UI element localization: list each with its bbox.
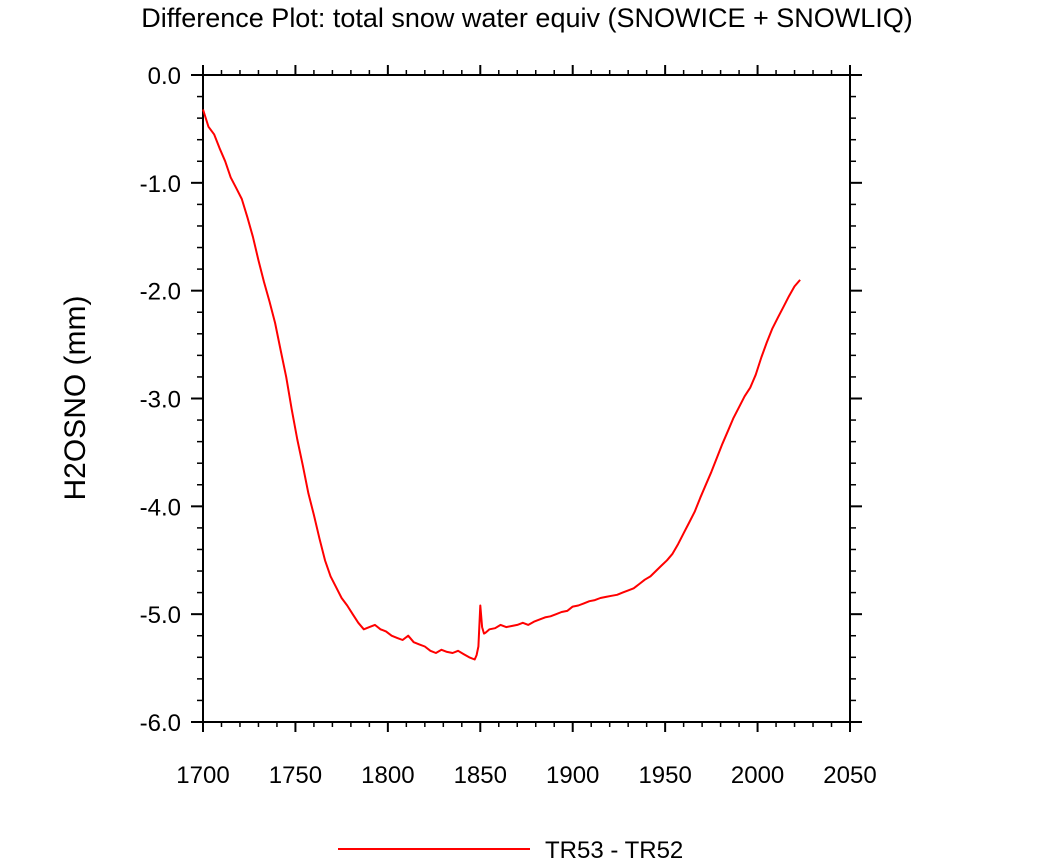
x-tick-label: 1700 (176, 762, 229, 789)
y-tick-label: -1.0 (140, 171, 181, 198)
y-tick-label: 0.0 (148, 63, 181, 90)
legend-label-tr53-tr52: TR53 - TR52 (545, 837, 683, 861)
x-tick-label: 1800 (361, 762, 414, 789)
chart-title: Difference Plot: total snow water equiv … (141, 3, 913, 33)
y-tick-label: -5.0 (140, 602, 181, 629)
legend: TR53 - TR52 (338, 837, 683, 861)
series-line-tr53-tr52 (202, 109, 801, 661)
tick-labels: 1700 1750 1800 1850 1900 1950 2000 2050 0.0 -1.0 -… (140, 63, 877, 789)
x-tick-label: 1850 (454, 762, 507, 789)
x-tick-label: 2000 (731, 762, 784, 789)
x-tick-label: 1900 (546, 762, 599, 789)
y-tick-label: -6.0 (140, 710, 181, 737)
axis-ticks (191, 65, 862, 732)
x-tick-label: 1950 (638, 762, 691, 789)
x-tick-label: 2050 (823, 762, 876, 789)
y-tick-label: -4.0 (140, 494, 181, 521)
y-tick-label: -3.0 (140, 387, 181, 414)
x-tick-label: 1750 (269, 762, 322, 789)
series-group (202, 109, 801, 661)
y-tick-label: -2.0 (140, 279, 181, 306)
y-axis-label: H2OSNO (mm) (59, 296, 92, 501)
